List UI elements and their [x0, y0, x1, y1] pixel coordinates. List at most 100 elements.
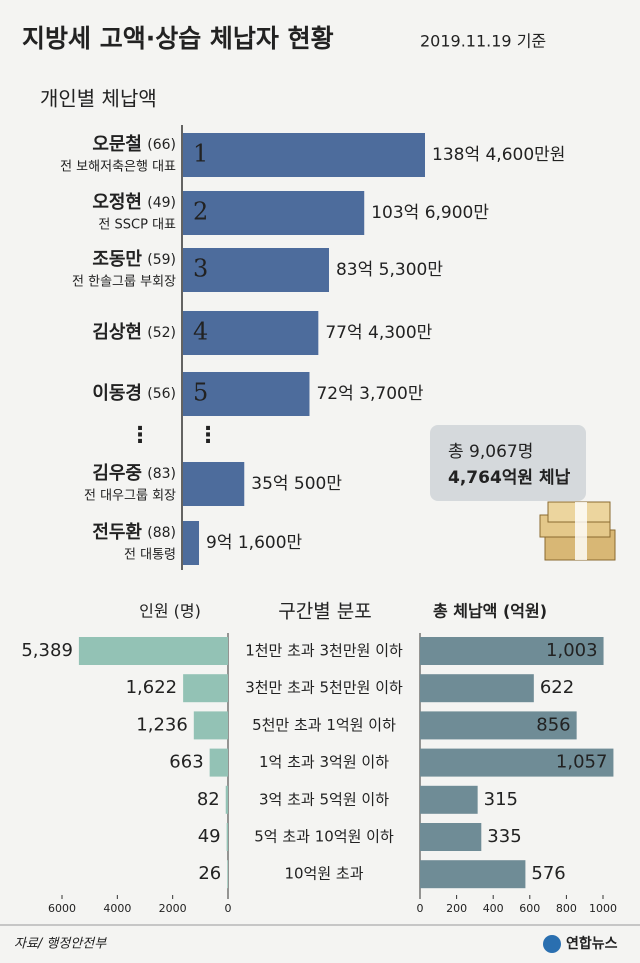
value-label: 1,057 — [556, 752, 608, 773]
value-label: 1,003 — [546, 640, 598, 661]
source: 자료/ 행정안전부 — [14, 937, 107, 952]
value-label: 138억 4,600만원 — [432, 145, 565, 165]
bar — [420, 785, 478, 814]
date: 2019.11.19 기준 — [420, 32, 546, 51]
bar — [183, 311, 319, 355]
bar — [420, 711, 577, 740]
name: 오정현 — [92, 192, 142, 213]
bar — [78, 637, 229, 665]
x-tick-label: 1000 — [589, 902, 617, 915]
ellipsis: ⋮ — [129, 423, 151, 448]
bar — [420, 674, 534, 703]
x-tick-label: 400 — [483, 902, 504, 915]
rank: 5 — [193, 379, 208, 407]
name: 전두환 — [92, 521, 142, 543]
value-label: 72억 3,700만 — [316, 384, 423, 404]
section-title: 개인별 체납액 — [40, 87, 157, 111]
bar — [420, 748, 614, 777]
bar — [183, 674, 228, 703]
x-tick-label: 800 — [556, 902, 577, 915]
bar — [420, 860, 526, 889]
x-tick-label: 6000 — [48, 902, 76, 915]
name: 조동만 — [92, 249, 142, 270]
category-label: 1천만 초과 3천만원 이하 — [245, 642, 403, 660]
description: 전 SSCP 대표 — [98, 218, 176, 233]
bar — [420, 637, 604, 665]
left-series-name: 인원 (명) — [139, 602, 201, 621]
bar — [183, 191, 365, 235]
value-label: 49 — [198, 826, 221, 847]
summary-count: 총 9,067명 — [448, 442, 533, 462]
bar — [227, 860, 228, 889]
age: (88) — [147, 525, 176, 541]
name: 김상현 — [92, 322, 142, 343]
x-tick-label: 0 — [225, 902, 232, 915]
value-label: 856 — [536, 714, 570, 735]
category-label: 5천만 초과 1억원 이하 — [252, 716, 396, 734]
right-series-name: 총 체납액 (억원) — [433, 602, 547, 621]
money-icon — [539, 501, 616, 561]
bar — [225, 785, 228, 814]
name: 김우중 — [92, 463, 142, 484]
bar — [183, 521, 200, 565]
age: (83) — [147, 466, 176, 482]
logo-mark — [543, 935, 561, 953]
value-label: 1,236 — [136, 714, 188, 735]
section-title: 구간별 분포 — [278, 601, 371, 623]
value-label: 1,622 — [126, 677, 178, 698]
rank: 2 — [193, 198, 208, 226]
rank: 4 — [193, 318, 208, 346]
description: 전 대우그룹 회장 — [84, 489, 176, 504]
age: (59) — [147, 252, 176, 268]
value-label: 82 — [197, 789, 220, 810]
x-tick-label: 4000 — [103, 902, 131, 915]
bar — [183, 248, 329, 292]
age: (66) — [147, 137, 176, 153]
summary-amount: 4,764억원 체납 — [448, 468, 571, 488]
value-label: 663 — [169, 752, 203, 773]
name: 이동경 — [92, 383, 142, 404]
value-label: 335 — [487, 826, 521, 847]
description: 전 한솔그룹 부회장 — [72, 275, 176, 290]
category-label: 5억 초과 10억원 이하 — [254, 828, 394, 846]
bar — [226, 823, 228, 851]
category-label: 3억 초과 5억원 이하 — [259, 790, 389, 808]
bar — [183, 372, 310, 416]
rank: 3 — [193, 255, 208, 283]
bar — [183, 462, 245, 506]
x-tick-label: 2000 — [159, 902, 187, 915]
bar — [183, 133, 425, 177]
bar — [193, 711, 228, 740]
x-tick-label: 600 — [519, 902, 540, 915]
description: 전 보해저축은행 대표 — [60, 159, 176, 175]
bar — [420, 823, 482, 851]
value-label: 77억 4,300만 — [325, 323, 432, 343]
x-tick-label: 200 — [446, 902, 467, 915]
title: 지방세 고액·상습 체납자 현황 — [22, 24, 334, 53]
value-label: 622 — [540, 677, 574, 698]
category-label: 1억 초과 3억원 이하 — [259, 753, 389, 771]
x-tick-label: 0 — [417, 902, 424, 915]
description: 전 대통령 — [124, 548, 176, 563]
ellipsis: ⋮ — [197, 423, 219, 448]
logo: 연합뉴스 — [566, 935, 618, 952]
value-label: 26 — [198, 863, 221, 884]
value-label: 576 — [531, 863, 565, 884]
value-label: 5,389 — [21, 640, 73, 661]
rank: 1 — [193, 140, 208, 168]
value-label: 315 — [484, 789, 518, 810]
value-label: 35억 500만 — [251, 474, 342, 494]
name: 오문철 — [92, 134, 142, 155]
value-label: 9억 1,600만 — [206, 533, 303, 553]
age: (52) — [147, 325, 176, 341]
age: (49) — [147, 195, 176, 211]
value-label: 103억 6,900만 — [371, 203, 489, 223]
age: (56) — [147, 386, 176, 402]
value-label: 83억 5,300만 — [336, 260, 443, 280]
category-label: 10억원 초과 — [284, 865, 363, 883]
category-label: 3천만 초과 5천만원 이하 — [245, 679, 403, 697]
summary-box — [430, 425, 586, 501]
bar — [209, 748, 228, 777]
